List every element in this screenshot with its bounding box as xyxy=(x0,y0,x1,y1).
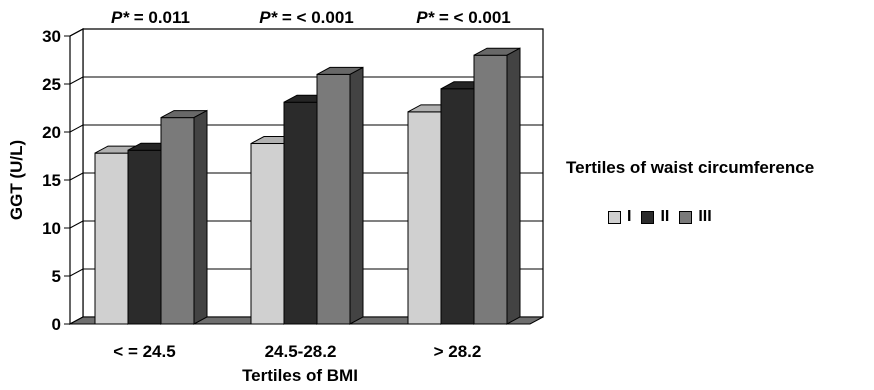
legend-item: I xyxy=(608,208,631,226)
bar-front xyxy=(473,54,508,325)
legend-label: III xyxy=(698,208,712,225)
y-tick-label: 10 xyxy=(42,219,61,238)
gridline-side xyxy=(69,76,84,85)
bar-front xyxy=(316,73,351,325)
legend-item: II xyxy=(641,208,669,226)
legend-label: II xyxy=(660,208,670,225)
p-value-annotations: P* = 0.011 P* = < 0.001 P* = < 0.001 xyxy=(111,8,511,27)
x-tick-label: 24.5-28.2 xyxy=(265,342,337,361)
legend-title: Tertiles of waist circumference xyxy=(566,158,815,177)
y-tick-label: 30 xyxy=(42,27,61,46)
legend-items: I II III xyxy=(608,208,874,226)
bar xyxy=(316,66,364,325)
bar-front xyxy=(407,111,442,325)
gridline-side xyxy=(69,124,84,133)
x-axis-label: Tertiles of BMI xyxy=(242,366,358,385)
y-axis-label: GGT (U/L) xyxy=(7,140,26,220)
bar-side xyxy=(349,66,364,325)
legend: Tertiles of waist circumference I II III xyxy=(566,158,874,226)
bars xyxy=(94,47,521,325)
bar-front xyxy=(127,149,162,325)
bar-front xyxy=(160,117,195,325)
y-tick-label: 20 xyxy=(42,123,61,142)
y-tick-label: 0 xyxy=(52,315,61,334)
bar-front xyxy=(440,88,475,325)
bar-front xyxy=(250,143,285,325)
y-tick-label: 25 xyxy=(42,75,61,94)
bar-front xyxy=(94,152,129,325)
bar-side xyxy=(506,47,521,325)
bar xyxy=(160,109,208,325)
p-value-annotation: P* = 0.011 xyxy=(111,8,190,27)
p-value-annotation: P* = < 0.001 xyxy=(416,8,511,27)
gridline-side xyxy=(69,172,84,181)
legend-item: III xyxy=(679,208,712,226)
gridline-side xyxy=(69,220,84,229)
y-tick-label: 15 xyxy=(42,171,61,190)
x-tick-labels: < = 24.5 24.5-28.2 > 28.2 xyxy=(113,342,481,361)
legend-swatch xyxy=(679,210,693,224)
gridline-side xyxy=(69,268,84,277)
x-tick-label: < = 24.5 xyxy=(113,342,175,361)
legend-label: I xyxy=(627,208,632,225)
y-tick-label: 5 xyxy=(52,267,61,286)
x-tick-label: > 28.2 xyxy=(434,342,482,361)
bar-front xyxy=(283,101,318,325)
gridline-side xyxy=(69,28,84,37)
p-value-annotation: P* = < 0.001 xyxy=(259,8,354,27)
legend-swatch xyxy=(608,210,621,224)
bar-side xyxy=(193,109,208,325)
bar xyxy=(473,47,521,325)
legend-swatch xyxy=(641,210,655,224)
y-tick-labels: 0 5 10 15 20 25 30 xyxy=(42,27,70,334)
